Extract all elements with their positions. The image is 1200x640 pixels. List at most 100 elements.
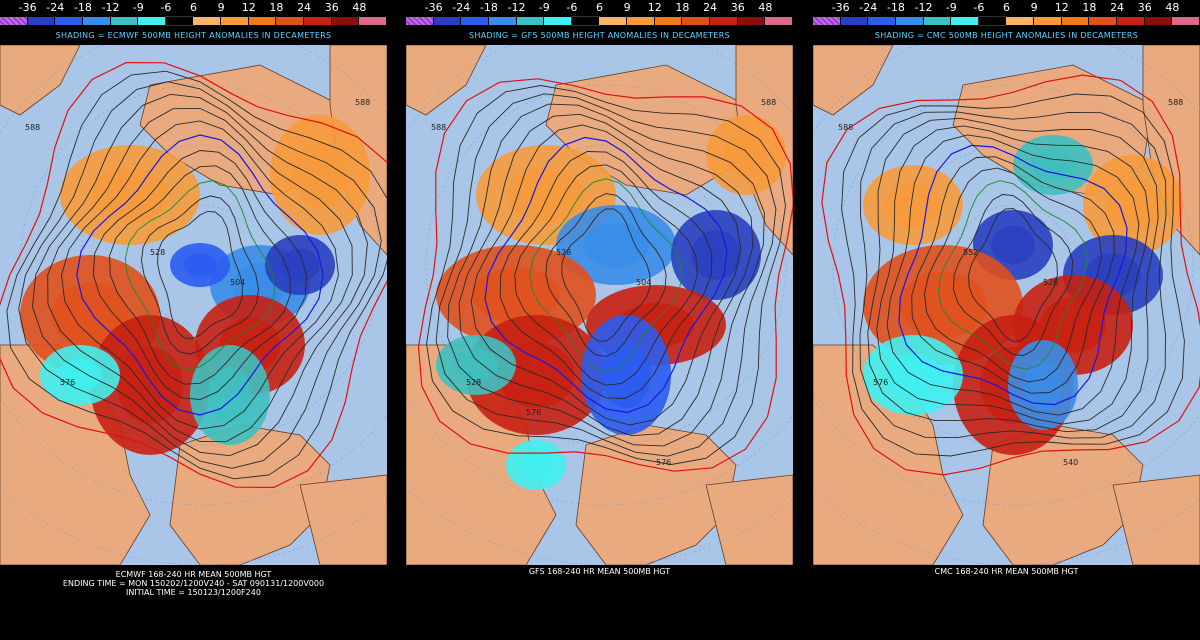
footer-title: GFS 168-240 HR MEAN 500MB HGT (528, 567, 671, 576)
colorbar-swatch (627, 17, 655, 25)
panel-ecmwf: -36 -24 -18 -12 -9 -6 6 9 12 18 24 36 48 SHADING = E… (0, 0, 387, 640)
colorbar-swatch (813, 17, 841, 25)
height-contour (561, 208, 651, 342)
footer-ending-time: ENDING TIME = MON 150202/1200V240 - SAT … (62, 579, 325, 588)
height-contour (124, 180, 276, 370)
colorbar-label: 12 (241, 1, 256, 14)
colorbar-swatch (488, 17, 517, 25)
contour-label: 588 (761, 98, 776, 107)
contour-label: 504 (230, 278, 245, 287)
height-contour (859, 111, 1167, 439)
height-contour (514, 164, 698, 386)
landmass (299, 474, 387, 565)
anomaly-core (292, 142, 348, 208)
colorbar-label: 6 (190, 1, 197, 14)
anomaly-core (497, 342, 575, 408)
anomaly-core (691, 230, 741, 280)
height-contour (417, 78, 793, 472)
anomaly-core (58, 358, 102, 392)
height-contour (92, 150, 308, 400)
footer: ECMWF 168-240 HR MEAN 500MB HGT ENDING T… (0, 570, 387, 597)
colorbar-swatch (55, 17, 83, 25)
height-contour (447, 103, 765, 447)
colorbar-label: 18 (675, 1, 690, 14)
colorbar-label: -9 (538, 1, 550, 14)
colorbar-swatch (682, 17, 711, 25)
latitude-line (19, 84, 381, 446)
colorbar-label: 18 (1082, 1, 1097, 14)
landmass (705, 474, 793, 565)
contour-label: 528 (466, 378, 481, 387)
latitude-line (406, 45, 793, 506)
colorbar-swatch (1061, 17, 1090, 25)
colorbar-label: 48 (352, 1, 367, 14)
height-contour (886, 134, 1140, 416)
anomaly-core (91, 167, 169, 223)
landmass (813, 45, 894, 116)
height-contour (821, 74, 1200, 476)
height-contour (458, 113, 754, 437)
colorbar-label: 48 (1165, 1, 1180, 14)
colorbar-label: -6 (160, 1, 172, 14)
height-contour (545, 193, 667, 357)
colorbar-labels: -36 -24 -18 -12 -9 -6 6 9 12 18 24 36 48 (813, 2, 1200, 14)
colorbar-swatch (1006, 17, 1035, 25)
height-contour (18, 81, 382, 469)
colorbar-label: 12 (647, 1, 662, 14)
latitude-line (832, 84, 1194, 446)
colorbar-swatch (951, 17, 979, 25)
colorbar-label: 24 (703, 1, 718, 14)
colorbar-swatch (248, 17, 277, 25)
contour-label: 528 (1043, 278, 1058, 287)
shading-title: SHADING = CMC 500MB HEIGHT ANOMALIES IN … (874, 31, 1139, 40)
colorbar-label: -36 (831, 1, 850, 14)
height-contour (841, 93, 1185, 457)
colorbar-swatch (1089, 17, 1118, 25)
height-contour (61, 120, 339, 430)
landmass (0, 45, 81, 116)
colorbar-swatch (710, 17, 738, 25)
colorbar-swatches (813, 16, 1200, 26)
height-contour (76, 134, 324, 416)
colorbar-label: -24 (859, 1, 878, 14)
shading-title: SHADING = GFS 500MB HEIGHT ANOMALIES IN … (469, 31, 730, 40)
colorbar-label: -36 (424, 1, 443, 14)
map-ecmwf: 588 588 528 504 576 (0, 45, 387, 565)
colorbar-label: 48 (758, 1, 773, 14)
colorbar-labels: -36 -24 -18 -12 -9 -6 6 9 12 18 24 36 48 (406, 2, 793, 14)
footer-initial-time: INITIAL TIME = 150123/1200F240 (126, 588, 261, 597)
colorbar-swatch (27, 17, 56, 25)
footer: CMC 168-240 HR MEAN 500MB HGT (813, 567, 1200, 576)
landmass (982, 424, 1144, 565)
colorbar-swatch (1172, 17, 1200, 25)
contour-label: 528 (150, 248, 165, 257)
anomaly-core (1105, 177, 1161, 233)
colorbar-label: 9 (217, 1, 225, 14)
latitude-line (425, 84, 787, 446)
height-contour (109, 165, 291, 385)
landmass (406, 45, 487, 116)
colorbar-label: 6 (1003, 1, 1010, 14)
height-contour (867, 117, 1159, 433)
colorbar: -36 -24 -18 -12 -9 -6 6 9 12 18 24 36 48 (406, 0, 793, 27)
contour-label: 588 (1168, 98, 1183, 107)
height-contour (141, 195, 259, 355)
height-contour (898, 144, 1128, 406)
colorbar-swatch (977, 16, 1008, 26)
colorbar: -36 -24 -18 -12 -9 -6 6 9 12 18 24 36 48 (0, 0, 387, 27)
height-contour (6, 70, 387, 480)
panel-gfs: -36 -24 -18 -12 -9 -6 6 9 12 18 24 36 48 SHADING = G… (406, 0, 793, 640)
map-cmc: 588 588 552 528 576 540 (813, 45, 1200, 565)
colorbar-swatch (304, 17, 332, 25)
anomaly-core (899, 272, 987, 338)
colorbar-label: 24 (1110, 1, 1125, 14)
colorbar-swatch (570, 16, 601, 26)
colorbar-swatch (193, 17, 222, 25)
colorbar-swatch (0, 17, 28, 25)
shading-title: SHADING = ECMWF 500MB HEIGHT ANOMALIES I… (55, 31, 332, 40)
anomaly-core (183, 252, 217, 278)
height-contour (0, 61, 387, 489)
colorbar-swatch (654, 17, 683, 25)
colorbar-swatch (461, 17, 489, 25)
colorbar-label: -18 (73, 1, 92, 14)
